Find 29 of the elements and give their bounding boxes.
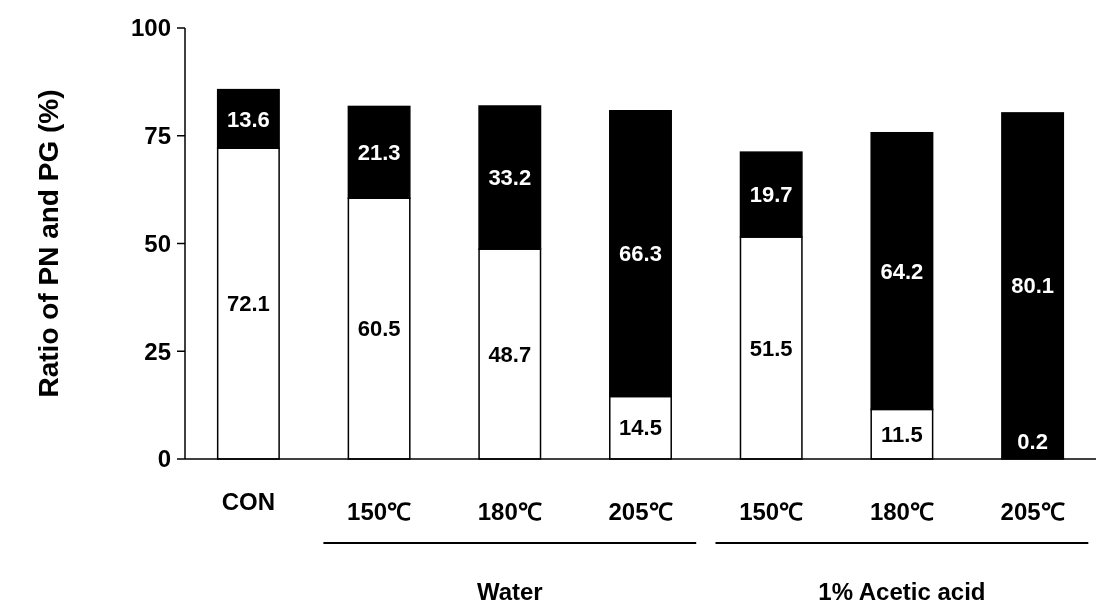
data-label: 48.7: [488, 341, 532, 367]
data-label: 64.2: [880, 258, 924, 284]
y-tick-label: 25: [144, 337, 171, 365]
data-label: 13.6: [226, 106, 270, 132]
x-tick-label: 180℃: [869, 498, 934, 525]
data-label: 80.1: [1011, 273, 1055, 299]
y-tick-label: 0: [157, 445, 171, 473]
x-tick-label: 205℃: [1000, 498, 1065, 525]
data-label: 60.5: [357, 316, 401, 342]
text: 1% Acetic acid: [818, 578, 986, 605]
y-tick-label: 50: [144, 229, 171, 257]
data-label: 66.3: [619, 241, 662, 267]
x-tick-label: 150℃: [739, 498, 804, 525]
x-tick-label: CON: [221, 488, 276, 515]
data-label: 14.5: [619, 415, 662, 441]
data-label: 21.3: [357, 140, 401, 166]
data-label: 11.5: [881, 421, 923, 447]
text: Water: [476, 578, 543, 605]
data-label: 33.2: [488, 165, 532, 191]
data-label: 19.7: [749, 182, 793, 208]
x-tick-label: 150℃: [347, 498, 412, 525]
data-label: 0.2: [1017, 428, 1048, 454]
y-axis-title: Ratio of PN and PG (%): [33, 89, 64, 398]
x-tick-label: 205℃: [608, 498, 673, 525]
y-tick-label: 100: [130, 14, 171, 42]
data-label: 72.1: [226, 291, 270, 317]
y-tick-label: 75: [144, 122, 171, 150]
data-label: 51.5: [749, 335, 793, 361]
x-tick-label: 180℃: [477, 498, 542, 525]
